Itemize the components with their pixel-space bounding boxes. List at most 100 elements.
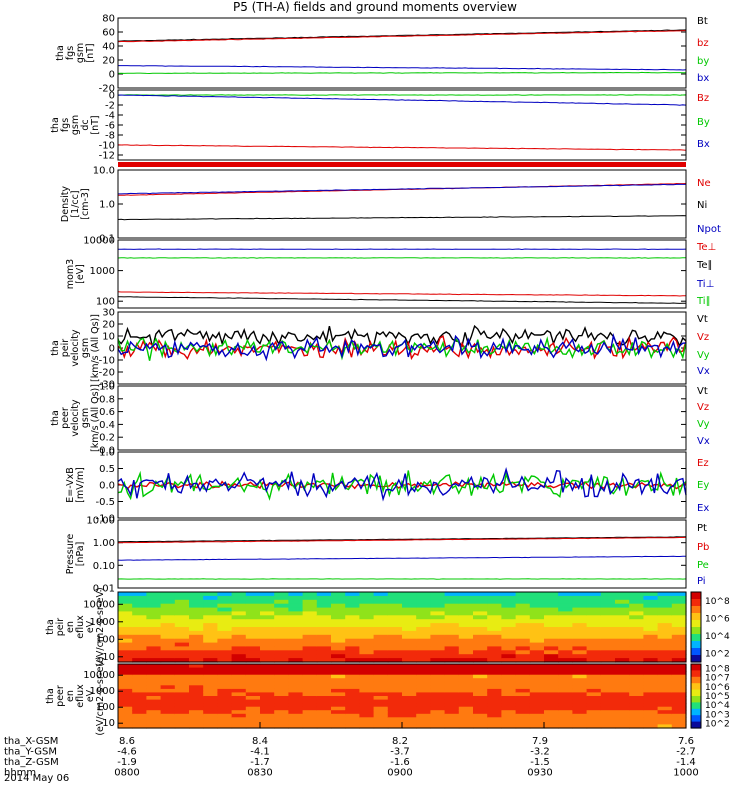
panel-frame bbox=[117, 591, 687, 663]
series-line-Bz bbox=[117, 144, 687, 151]
spectrogram-cell bbox=[416, 634, 431, 640]
spectrogram-cell bbox=[629, 642, 644, 648]
spectrogram-cell bbox=[671, 688, 687, 694]
spectrogram-cell bbox=[231, 642, 247, 648]
spectrogram-cell bbox=[203, 630, 218, 636]
spectrogram-cell bbox=[203, 671, 218, 676]
spectrogram-cell bbox=[600, 720, 616, 726]
spectrogram-cell bbox=[359, 688, 375, 694]
series-line-Pt bbox=[118, 536, 687, 543]
spectrogram-cell bbox=[146, 638, 162, 644]
spectrogram-cell bbox=[572, 706, 588, 711]
spectrogram-cell bbox=[203, 692, 218, 697]
spectrogram-cell bbox=[387, 671, 403, 676]
spectrogram-cell bbox=[288, 664, 304, 669]
spectrogram-cell bbox=[132, 615, 147, 620]
spectrogram-cell bbox=[189, 692, 204, 697]
spectrogram-cell bbox=[118, 599, 133, 605]
spectrogram-cell bbox=[373, 634, 389, 640]
spectrogram-cell bbox=[629, 664, 644, 669]
y-axis-label: peer bbox=[55, 685, 66, 707]
spectrogram-cell bbox=[487, 603, 502, 609]
spectrogram-cell bbox=[473, 706, 488, 711]
spectrogram-cell bbox=[174, 619, 190, 624]
spectrogram-cell bbox=[203, 646, 218, 651]
spectrogram-cell bbox=[544, 724, 559, 729]
spectrogram-cell bbox=[387, 713, 403, 718]
spectrogram-cell bbox=[174, 692, 190, 697]
spectrogram-cell bbox=[373, 688, 389, 694]
spectrogram-cell bbox=[501, 667, 517, 672]
spectrogram-cell bbox=[132, 696, 147, 701]
spectrogram-cell bbox=[515, 706, 531, 711]
spectrogram-cell bbox=[586, 688, 602, 694]
spectrogram-cell bbox=[288, 603, 304, 609]
spectrogram-cell bbox=[473, 634, 488, 640]
y-axis-label: [cm-3] bbox=[80, 188, 91, 219]
spectrogram-cell bbox=[260, 654, 275, 659]
spectrogram-cell bbox=[345, 671, 360, 676]
spectrogram-cell bbox=[572, 685, 588, 690]
spectrogram-cell bbox=[174, 681, 190, 686]
spectrogram-cell bbox=[544, 611, 559, 616]
spectrogram-cell bbox=[302, 678, 318, 683]
colorbar-tick-label: 10^4 bbox=[705, 632, 730, 642]
spectrogram-cell bbox=[203, 654, 218, 659]
spectrogram-cell bbox=[430, 642, 446, 648]
spectrogram-cell bbox=[615, 674, 630, 679]
x-axis-tick-label: -4.1 bbox=[250, 747, 270, 758]
spectrogram-cell bbox=[203, 611, 218, 616]
spectrogram-cell bbox=[146, 664, 162, 669]
spectrogram-cell bbox=[359, 623, 375, 628]
spectrogram-cell bbox=[615, 615, 630, 620]
spectrogram-cell bbox=[643, 642, 659, 648]
spectrogram-cell bbox=[189, 717, 204, 722]
y-axis-label: peir bbox=[60, 339, 71, 358]
spectrogram-cell bbox=[189, 654, 204, 659]
spectrogram-cell bbox=[316, 615, 332, 620]
spectrogram-cell bbox=[174, 710, 190, 715]
spectrogram-cell bbox=[416, 692, 431, 697]
spectrogram-cell bbox=[515, 592, 531, 597]
spectrogram-cell bbox=[402, 634, 417, 640]
spectrogram-cell bbox=[430, 696, 446, 701]
spectrogram-cell bbox=[473, 630, 488, 636]
spectrogram-cell bbox=[274, 703, 289, 708]
spectrogram-cell bbox=[501, 646, 517, 651]
x-axis-tick-label: 0900 bbox=[387, 768, 412, 779]
spectrogram-cell bbox=[416, 713, 431, 718]
spectrogram-cell bbox=[586, 667, 602, 672]
spectrogram-cell bbox=[671, 603, 687, 609]
spectrogram-cell bbox=[657, 599, 673, 605]
spectrogram-cell bbox=[387, 599, 403, 605]
spectrogram-cell bbox=[586, 603, 602, 609]
spectrogram-cell bbox=[487, 646, 502, 651]
spectrogram-cell bbox=[643, 592, 659, 597]
spectrogram-cell bbox=[203, 710, 218, 715]
spectrogram-cell bbox=[473, 646, 488, 651]
spectrogram-cell bbox=[600, 710, 616, 715]
spectrogram-cell bbox=[132, 674, 147, 679]
spectrogram-cell bbox=[316, 619, 332, 624]
y-axis-label: eV bbox=[85, 689, 96, 702]
spectrogram-cell bbox=[402, 650, 417, 655]
spectrogram-cell bbox=[203, 658, 218, 663]
y-axis-label: [km/s (All Qs)] bbox=[90, 384, 101, 452]
spectrogram-cell bbox=[430, 630, 446, 636]
spectrogram-cell bbox=[544, 703, 559, 708]
spectrogram-cell bbox=[529, 615, 545, 620]
spectrogram-cell bbox=[487, 667, 502, 672]
spectrogram-cell bbox=[174, 688, 190, 694]
spectrogram-cell bbox=[444, 646, 460, 651]
spectrogram-cell bbox=[430, 623, 446, 628]
spectrogram-cell bbox=[217, 627, 233, 632]
spectrogram-cell bbox=[430, 619, 446, 624]
spectrogram-cell bbox=[359, 664, 375, 669]
spectrogram-cell bbox=[671, 710, 687, 715]
spectrogram-cell bbox=[515, 703, 531, 708]
spectrogram-cell bbox=[359, 619, 375, 624]
spectrogram-cell bbox=[600, 706, 616, 711]
spectrogram-cell bbox=[544, 607, 559, 613]
spectrogram-cell bbox=[331, 607, 346, 613]
spectrogram-cell bbox=[316, 642, 332, 648]
